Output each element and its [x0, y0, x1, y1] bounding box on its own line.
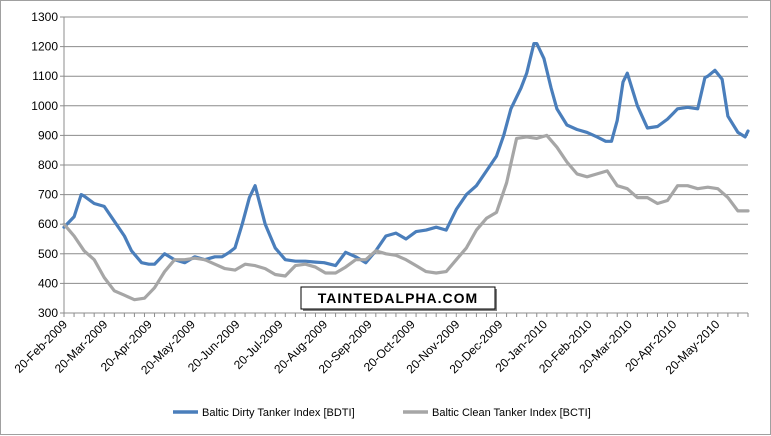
gridlines	[64, 16, 748, 314]
x-axis: 20-Feb-200920-Mar-200920-Apr-200920-May-…	[12, 312, 749, 377]
y-tick-label: 400	[38, 276, 58, 290]
y-axis: 300 400 500 600 700 800 900 1000 1100 1200 1300	[31, 10, 65, 320]
logo-text: TAINTEDALPHA.COM	[318, 290, 478, 306]
tainted-alpha-logo: TAINTEDALPHA.COM	[300, 286, 497, 311]
legend-label-bcti: Baltic Clean Tanker Index [BCTI]	[432, 407, 591, 419]
series-layer	[62, 41, 750, 302]
logo-box	[300, 286, 496, 310]
y-tick-label: 300	[38, 306, 58, 320]
y-tick-label: 700	[38, 188, 58, 202]
y-tick-label: 1100	[32, 69, 58, 83]
y-tick-label: 900	[38, 128, 58, 142]
legend: Baltic Dirty Tanker Index [BDTI] Baltic C…	[173, 407, 591, 419]
y-tick-label: 600	[38, 217, 58, 231]
y-tick-label: 500	[38, 247, 58, 261]
y-tick-label: 1000	[31, 99, 58, 113]
legend-label-bdti: Baltic Dirty Tanker Index [BDTI]	[202, 407, 355, 419]
y-tick-label: 1300	[31, 10, 58, 24]
bcti-series-line	[62, 133, 750, 302]
bdti-series-line	[62, 41, 750, 268]
y-tick-label: 800	[38, 158, 58, 172]
y-tick-label: 1200	[31, 40, 58, 54]
